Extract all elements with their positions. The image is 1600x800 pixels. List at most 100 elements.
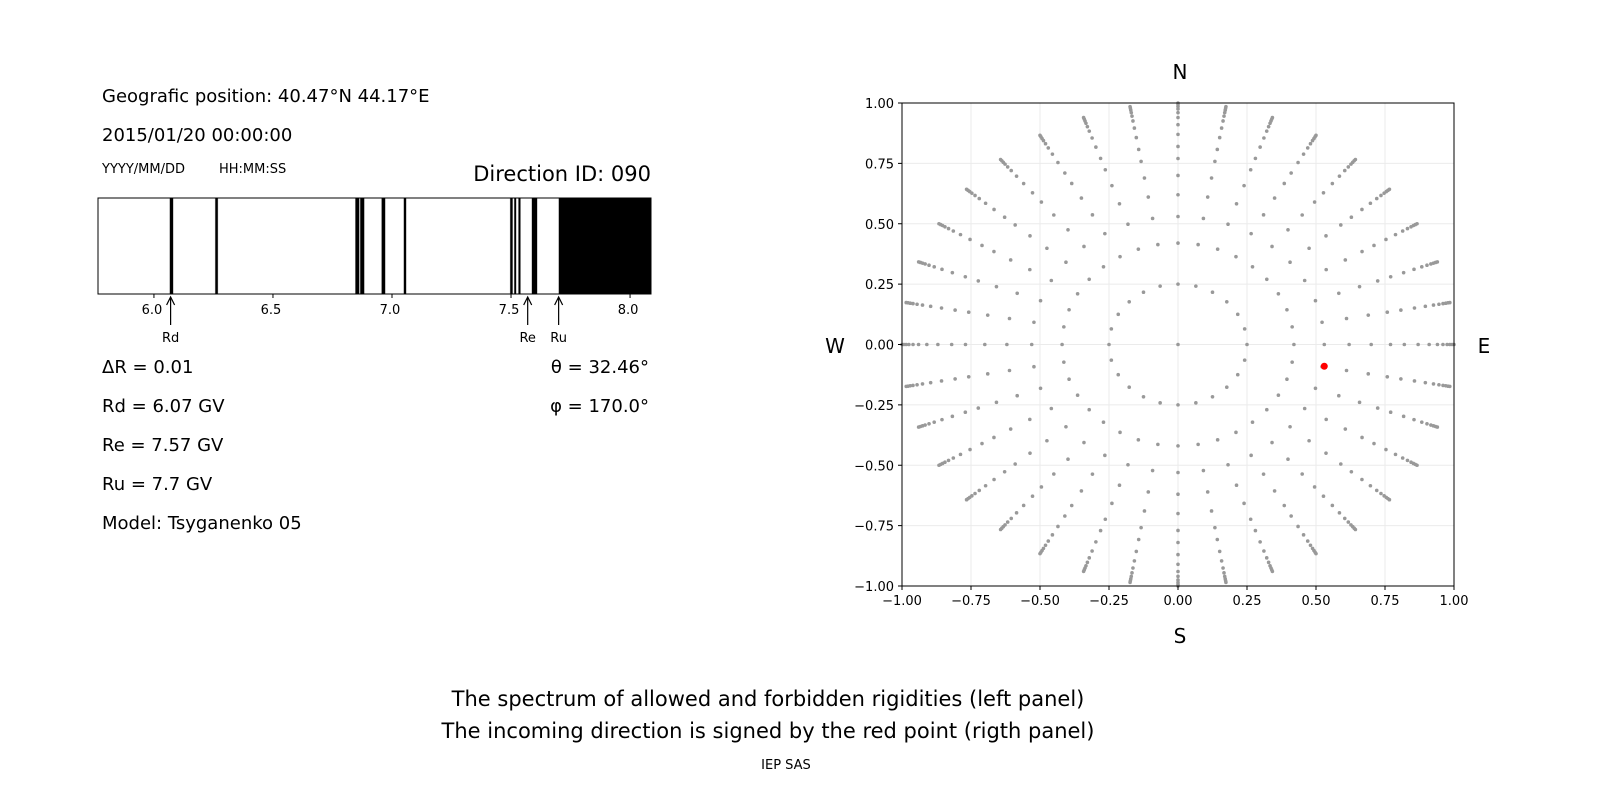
grid-point [1219,126,1224,130]
grid-point [1338,223,1343,227]
grid-point [966,374,971,379]
grid-point [1412,306,1417,310]
grid-point [1393,452,1398,457]
date-format-label: YYYY/MM/DD [101,162,185,177]
grid-point [1087,556,1092,560]
grid-point [1385,374,1390,379]
grid-point [1090,213,1095,217]
incoming-direction-point [1320,362,1328,370]
forbidden-band [518,197,521,295]
grid-point [1176,110,1180,115]
grid-point [932,420,937,424]
grid-point [1050,533,1055,537]
grid-point [1321,191,1326,195]
grid-point [1038,551,1042,556]
grid-point [1028,451,1032,455]
grid-point [1312,200,1317,204]
grid-point [953,377,957,381]
grid-point [1085,124,1090,129]
grid-point [1313,298,1318,303]
grid-point [1128,580,1132,585]
grid-point [1056,160,1060,165]
grid-point [1079,196,1084,200]
grid-point [1347,342,1351,347]
grid-point [1343,427,1348,431]
grid-point [1250,420,1255,424]
grid-point [1069,181,1074,186]
grid-point [1210,290,1215,295]
grid-point [1156,242,1160,247]
grid-point [1368,483,1373,488]
grid-point [1353,157,1358,162]
grid-point [1049,406,1054,411]
grid-point [966,310,971,315]
grid-point [1032,364,1036,369]
grid-point [1176,492,1180,497]
grid-point [1441,342,1445,347]
grid-point [1079,489,1084,493]
footer-line-2: The incoming direction is signed by the … [441,719,1095,743]
grid-point [1150,468,1155,473]
grid-point [1307,246,1311,251]
ru-value: Ru = 7.7 GV [102,474,213,495]
grid-point [1043,141,1048,146]
grid-point [1118,430,1122,435]
grid-point [1301,152,1306,156]
grid-point [1321,494,1326,498]
grid-point [1242,327,1247,331]
y-tick-label: −0.50 [854,459,894,474]
grid-point [1107,342,1111,347]
forbidden-band [169,197,174,295]
grid-point [994,400,999,405]
theta-value: θ = 32.46° [551,357,649,378]
grid-point [1372,441,1376,446]
x-tick-label: 0.75 [1371,594,1400,609]
grid-point [1205,195,1210,199]
grid-point [1360,477,1364,482]
grid-point [1062,325,1066,329]
grid-point [1215,537,1220,542]
grid-point [1416,342,1420,347]
grid-point [1435,342,1440,347]
grid-point [1028,417,1032,422]
grid-point [1014,511,1019,515]
grid-point [1134,135,1139,140]
grid-point [1136,247,1141,251]
grid-point [950,270,955,275]
grid-point [916,260,921,264]
grid-point [1127,300,1132,304]
grid-point [1109,327,1114,331]
grid-point [1043,543,1048,548]
grid-point [1224,385,1229,389]
grid-point [1301,533,1306,537]
grid-point [1219,559,1224,563]
grid-point [1176,144,1180,149]
grid-point [1322,342,1327,347]
model: Model: Tsyganenko 05 [102,513,302,534]
grid-point [1215,438,1220,442]
grid-point [1062,360,1066,364]
grid-point [920,303,925,307]
grid-point [1379,193,1383,198]
grid-point [1445,342,1449,347]
grid-point [1324,234,1328,238]
grid-point [1176,562,1180,567]
grid-point [1357,284,1362,289]
grid-point [1176,552,1180,557]
grid-point [1375,279,1380,283]
grid-point [1158,401,1162,405]
grid-point [928,380,933,385]
grid-point [1126,462,1130,467]
grid-point [940,267,944,272]
grid-point [920,382,925,386]
grid-point [1388,274,1393,279]
grid-point [1176,569,1180,574]
grid-point [980,243,984,248]
forbidden-band [381,197,386,295]
grid-point [1235,312,1240,317]
grid-point [1132,126,1137,130]
x-tick-label: 8.0 [618,303,639,318]
grid-point [940,417,944,422]
y-tick-label: 0.25 [865,278,894,293]
